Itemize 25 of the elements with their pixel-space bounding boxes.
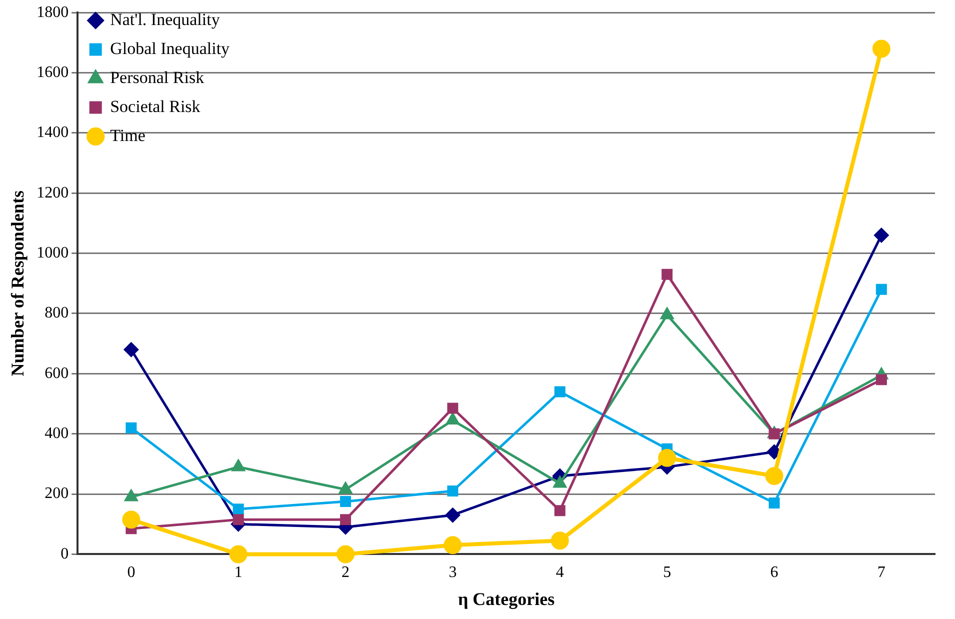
y-tick-label: 600 [44, 364, 69, 382]
x-tick-label: 4 [556, 564, 564, 582]
x-tick-label: 5 [663, 564, 672, 582]
y-tick-label: 1000 [36, 244, 69, 262]
y-tick-label: 0 [60, 545, 69, 562]
x-tick-label: 3 [448, 564, 457, 582]
x-axis-title: η Categories [458, 588, 555, 609]
y-tick-label: 1600 [36, 64, 69, 81]
legend-label: Personal Risk [110, 68, 205, 87]
y-tick-label: 1200 [36, 184, 69, 202]
y-tick-label: 800 [44, 304, 69, 322]
legend-label: Nat'l. Inequality [110, 10, 220, 29]
x-tick-label: 6 [770, 564, 778, 582]
y-axis-title: Number of Respondents [7, 190, 28, 376]
y-tick-label: 200 [44, 485, 69, 502]
y-tick-label: 1800 [36, 4, 69, 21]
x-tick-label: 1 [234, 564, 242, 582]
legend-label: Time [110, 126, 146, 145]
x-tick-label: 2 [342, 564, 350, 582]
legend-label: Societal Risk [110, 96, 201, 116]
x-tick-label: 7 [877, 564, 886, 582]
y-tick-label: 400 [44, 425, 69, 442]
x-tick-label: 0 [127, 564, 136, 582]
legend-label: Global Inequality [110, 38, 230, 58]
y-tick-label: 1400 [36, 124, 69, 142]
